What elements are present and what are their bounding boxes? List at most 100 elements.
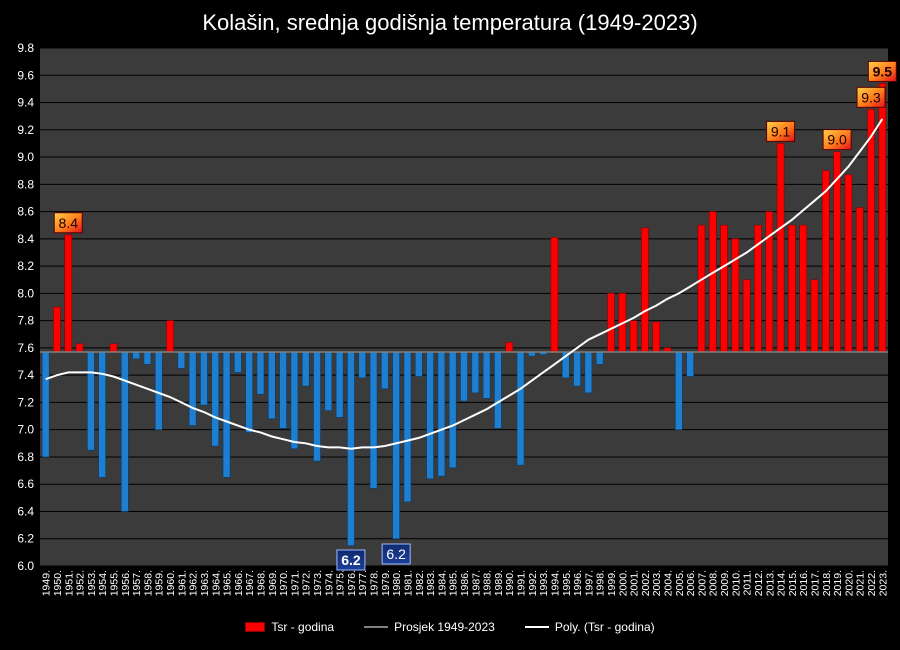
- x-tick-label: 1988.: [482, 570, 494, 596]
- x-tick-label: 2001.: [629, 570, 641, 596]
- legend-item-bars: Tsr - godina: [245, 620, 334, 634]
- bar: [607, 293, 615, 353]
- bar: [392, 351, 400, 540]
- y-tick-label: 9.6: [17, 68, 34, 82]
- x-tick-label: 1978.: [369, 570, 381, 596]
- x-tick-label: 1963.: [199, 570, 211, 596]
- bar: [177, 351, 186, 369]
- bar: [335, 351, 344, 418]
- chart-title: Kolašin, srednja godišnja temperatura (1…: [202, 10, 698, 35]
- x-tick-label: 1949.: [41, 570, 53, 596]
- legend-item-trend: Poly. (Tsr - godina): [524, 620, 655, 634]
- legend-swatch-mean: [364, 626, 389, 628]
- annotation-box: [867, 60, 897, 82]
- y-tick-label: 9.0: [17, 150, 34, 164]
- bar: [482, 351, 491, 399]
- x-tick-label: 1954.: [97, 570, 109, 596]
- x-tick-label: 1993.: [538, 570, 550, 596]
- x-tick-label: 1955.: [108, 570, 120, 596]
- bar: [448, 351, 457, 469]
- x-tick-label: 2016.: [798, 570, 810, 596]
- bar: [132, 351, 140, 360]
- x-tick-label: 1998.: [595, 570, 607, 596]
- x-tick-label: 1961.: [176, 570, 188, 596]
- x-tick-label: 1971.: [289, 570, 301, 596]
- y-tick-label: 6.4: [17, 504, 34, 518]
- x-tick-label: 1992.: [527, 570, 539, 596]
- bar: [369, 351, 378, 489]
- x-tick-label: 1972.: [301, 570, 313, 596]
- x-tick-label: 1960.: [165, 570, 177, 596]
- x-tick-label: 1986.: [459, 570, 471, 596]
- x-tick-label: 1968.: [255, 570, 267, 596]
- bar: [234, 351, 242, 373]
- annotation-box: [856, 86, 886, 108]
- y-tick-label: 7.4: [17, 368, 34, 382]
- bar: [731, 238, 740, 353]
- x-tick-label: 1959.: [154, 570, 166, 596]
- annotation-box: [53, 212, 83, 234]
- x-tick-label: 2013.: [764, 570, 776, 596]
- bar: [381, 351, 389, 390]
- x-tick-label: 1995.: [561, 570, 573, 596]
- x-tick-label: 1975.: [335, 570, 347, 596]
- bar: [720, 224, 728, 353]
- y-tick-label: 9.8: [17, 41, 34, 55]
- y-tick-label: 7.2: [17, 395, 34, 409]
- bar: [765, 211, 774, 353]
- y-tick-label: 7.8: [17, 314, 34, 328]
- annotation-label: 9.5: [873, 63, 893, 79]
- x-tick-label: 1994.: [549, 570, 561, 596]
- x-tick-label: 1956.: [120, 570, 132, 596]
- bar: [154, 351, 163, 430]
- bar: [822, 170, 830, 353]
- x-tick-label: 1973.: [312, 570, 324, 596]
- annotation-label: 9.3: [861, 89, 881, 105]
- x-tick-label: 1996.: [572, 570, 584, 596]
- x-tick-label: 1999.: [606, 570, 618, 596]
- x-tick-label: 2012.: [753, 570, 765, 596]
- bar: [867, 109, 875, 353]
- bar: [200, 351, 208, 406]
- bar: [267, 351, 276, 420]
- bar: [222, 351, 231, 478]
- bar: [686, 351, 694, 377]
- x-tick-label: 1951.: [63, 570, 75, 596]
- x-tick-label: 2000.: [617, 570, 629, 596]
- y-tick-label: 6.6: [17, 477, 34, 491]
- x-tick-label: 2008.: [708, 570, 720, 596]
- annotation-box: [822, 129, 852, 151]
- x-tick-label: 1991.: [516, 570, 528, 596]
- x-tick-label: 2007.: [696, 570, 708, 596]
- x-tick-label: 2017.: [810, 570, 822, 596]
- x-tick-label: 1969.: [267, 570, 279, 596]
- legend-item-mean: Prosjek 1949-2023: [364, 620, 495, 634]
- y-tick-label: 6.0: [17, 559, 34, 573]
- x-tick-label: 1997.: [583, 570, 595, 596]
- y-tick-label: 7.6: [17, 341, 34, 355]
- x-tick-label: 2020.: [843, 570, 855, 596]
- annotation-box: [381, 543, 411, 565]
- bar: [279, 351, 287, 429]
- bar: [290, 351, 299, 450]
- x-tick-label: 1950.: [52, 570, 64, 596]
- x-tick-label: 1981.: [402, 570, 414, 596]
- bar: [41, 351, 50, 458]
- bar: [550, 237, 559, 353]
- x-tick-label: 1989.: [493, 570, 505, 596]
- bar: [64, 234, 73, 353]
- x-tick-label: 1980.: [391, 570, 403, 596]
- x-tick-label: 2019.: [832, 570, 844, 596]
- y-tick-label: 9.4: [17, 96, 34, 110]
- bar: [324, 351, 333, 411]
- bar: [652, 321, 661, 353]
- bar: [256, 351, 265, 395]
- bar: [494, 351, 502, 429]
- bar: [188, 351, 197, 426]
- bar: [810, 279, 819, 353]
- bar: [742, 279, 751, 353]
- bar: [595, 351, 604, 365]
- bar: [776, 143, 785, 353]
- trend-line: [45, 118, 884, 450]
